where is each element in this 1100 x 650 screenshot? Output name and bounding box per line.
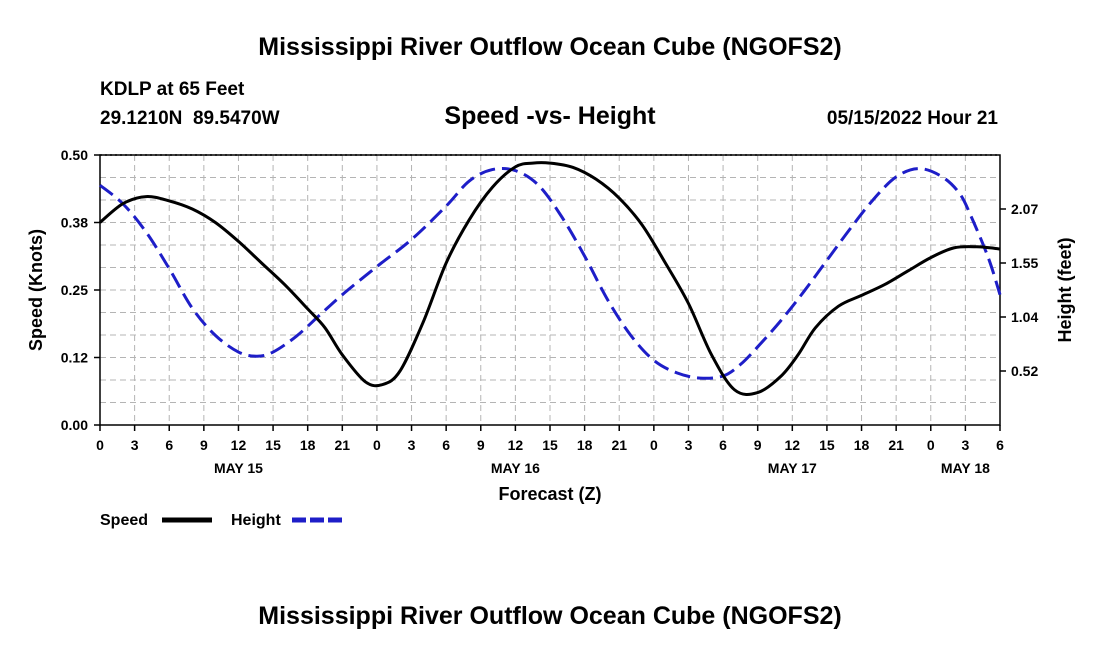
x-tick-label: 18 xyxy=(854,437,870,453)
x-tick-label: 12 xyxy=(508,437,524,453)
date-label: MAY 16 xyxy=(491,460,540,476)
x-tick-label: 12 xyxy=(231,437,247,453)
x-tick-label: 3 xyxy=(961,437,969,453)
chart-subtitle: Speed -vs- Height xyxy=(444,102,656,130)
station-label: KDLP at 65 Feet xyxy=(100,79,245,100)
footer-title: Mississippi River Outflow Ocean Cube (NG… xyxy=(258,602,841,630)
x-tick-label: 3 xyxy=(131,437,139,453)
y-axis-right-title: Height (feet) xyxy=(1055,238,1075,343)
y-left-tick-label: 0.38 xyxy=(61,215,88,231)
date-label: MAY 18 xyxy=(941,460,990,476)
y-right-tick-label: 0.52 xyxy=(1011,363,1038,379)
y-right-tick-label: 1.55 xyxy=(1011,255,1038,271)
x-tick-label: 21 xyxy=(611,437,627,453)
date-label: MAY 15 xyxy=(214,460,263,476)
x-tick-label: 9 xyxy=(477,437,485,453)
x-tick-label: 0 xyxy=(96,437,104,453)
location-label: 29.1210N 89.5470W xyxy=(100,108,280,129)
x-tick-label: 6 xyxy=(719,437,727,453)
x-tick-label: 0 xyxy=(650,437,658,453)
x-tick-label: 6 xyxy=(442,437,450,453)
x-tick-label: 9 xyxy=(754,437,762,453)
x-tick-label: 6 xyxy=(165,437,173,453)
y-left-tick-label: 0.50 xyxy=(61,147,88,163)
x-tick-label: 15 xyxy=(265,437,281,453)
x-tick-label: 3 xyxy=(408,437,416,453)
x-tick-label: 0 xyxy=(927,437,935,453)
x-tick-label: 12 xyxy=(785,437,801,453)
x-tick-label: 3 xyxy=(685,437,693,453)
y-right-tick-label: 2.07 xyxy=(1011,201,1038,217)
x-tick-label: 15 xyxy=(819,437,835,453)
x-tick-label: 0 xyxy=(373,437,381,453)
y-left-tick-label: 0.25 xyxy=(61,282,88,298)
x-tick-label: 15 xyxy=(542,437,558,453)
x-axis-title: Forecast (Z) xyxy=(498,484,601,504)
chart-title: Mississippi River Outflow Ocean Cube (NG… xyxy=(258,33,841,61)
legend: Speed Height xyxy=(100,512,342,529)
plot-area: 0.00 0.12 0.25 0.38 0.50 0.52 1.04 1.55 2.07 0 3 6 9… xyxy=(61,147,1039,476)
series-line-speed xyxy=(99,161,1001,396)
x-tick-label: 18 xyxy=(577,437,593,453)
legend-speed-label: Speed xyxy=(100,512,148,529)
x-tick-label: 21 xyxy=(335,437,351,453)
y-axis-left-title: Speed (Knots) xyxy=(26,229,46,351)
x-tick-label: 21 xyxy=(888,437,904,453)
legend-height-label: Height xyxy=(231,512,281,529)
x-tick-label: 6 xyxy=(996,437,1004,453)
y-left-tick-label: 0.12 xyxy=(61,350,88,366)
x-tick-label: 18 xyxy=(300,437,316,453)
series-line-height xyxy=(99,166,1002,380)
y-left-tick-label: 0.00 xyxy=(61,417,88,433)
x-tick-label: 9 xyxy=(200,437,208,453)
y-right-tick-label: 1.04 xyxy=(1011,309,1038,325)
date-label: MAY 17 xyxy=(768,460,817,476)
timestamp-label: 05/15/2022 Hour 21 xyxy=(827,108,999,129)
